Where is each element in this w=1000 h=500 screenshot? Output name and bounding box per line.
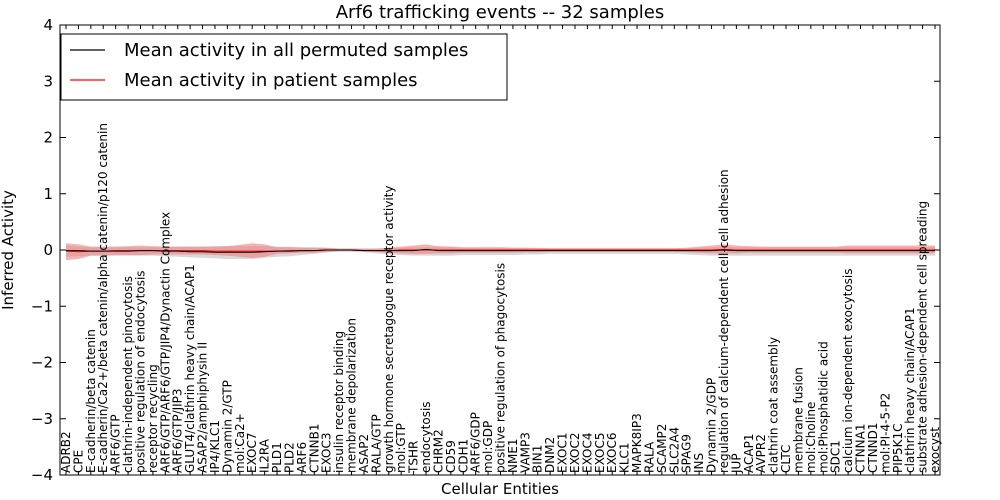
confidence-bands [66,243,935,261]
x-category-label: PIP5K1C [891,423,905,473]
legend-label-patient: Mean activity in patient samples [124,70,418,91]
x-category-label: TSHR [407,441,421,474]
x-category-label: CPE [71,450,85,473]
y-tick-label: −2 [31,354,53,372]
y-tick-label: 1 [43,185,53,203]
x-axis-ticks [65,25,936,475]
x-category-label: CDH1 [456,439,470,473]
x-category-label: exocyst [928,427,942,473]
x-category-label: ARF6 [295,442,309,473]
chart-title: Arf6 trafficking events -- 32 samples [336,2,665,23]
x-axis-label: Cellular Entities [441,480,559,498]
x-category-label: GLUT4/clathrin heavy chain/ACAP1 [183,264,197,473]
x-category-label: BIN1 [531,445,545,473]
x-category-label: PLD2 [283,442,297,473]
y-axis-label: Inferred Activity [0,190,17,310]
x-category-label: IL2RA [258,438,272,473]
x-category-label: membrane depolarization [345,318,359,473]
x-category-label: PLD1 [270,442,284,473]
y-tick-label: 4 [43,16,53,34]
x-category-label: mol:PI-4-5-P2 [878,393,892,473]
x-category-label: SLC2A4 [667,427,681,473]
legend: Mean activity in all permuted samples Me… [60,33,508,101]
x-category-label: Dynamin 2/GTP [220,380,234,473]
x-category-label: EXOC2 [568,433,582,474]
x-category-label: ARF6/GDP [469,412,483,473]
x-category-label: E-cadherin/Ca2+/beta catenin/alpha caten… [96,123,110,473]
x-category-label: endocytosis [419,401,433,473]
x-category-label: CHRM2 [431,429,445,473]
series-lines [65,248,935,253]
x-category-label: growth hormone secretagogue receptor act… [382,186,396,473]
x-category-label: SPAG9 [680,434,694,473]
x-category-label: NME1 [506,438,520,473]
x-category-label: VAMP3 [518,432,532,473]
x-category-label: regulation of calcium-dependent cell-cel… [717,169,731,473]
y-axis-ticks: −4 −3 −2 −1 0 1 2 3 4 [31,16,940,484]
x-category-label: CTNNB1 [307,423,321,473]
x-category-label: CD59 [444,440,458,473]
x-category-label: mol:Phosphatidic acid [816,341,830,473]
x-category-label: calcium ion-dependent exocytosis [841,269,855,474]
x-category-label: INS [692,453,706,473]
x-category-label: CTNND1 [866,422,880,473]
x-category-label: MAPK8IP3 [630,413,644,473]
x-category-label: substrate adhesion-dependent cell spread… [916,201,930,473]
x-category-label: mol:GTP [394,423,408,473]
x-category-label: ADRB2 [59,431,73,473]
x-category-label: ARF6/GTP/ARF6/GTP/JIP4/Dynactin Complex [158,212,172,473]
x-category-label: IP4/KLC1 [208,420,222,473]
x-category-label: Dynamin 2/GDP [705,378,719,473]
x-category-label: ARF6/GTP [109,414,123,473]
x-category-label: insulin receptor binding [332,331,346,473]
x-category-label: EXOC6 [605,433,619,474]
x-category-label: mol:Ca2+ [233,413,247,473]
x-category-label: EXOC7 [245,433,259,474]
x-category-label: DNM2 [543,437,557,473]
x-category-label: clathrin-independent pinocytosis [121,276,135,473]
x-category-label: mol:GDP [481,421,495,473]
x-category-label: membrane fusion [791,367,805,473]
x-category-label: clathrin heavy chain/ACAP1 [903,307,917,473]
x-category-label: positive regulation of endocytosis [134,270,148,473]
x-category-label: JUP [729,453,743,474]
x-category-label: EXOC3 [320,433,334,474]
x-category-label: ASAP2/amphiphysin II [196,342,210,473]
x-category-label: ACAP1 [742,434,756,473]
x-category-label: EXOC4 [580,433,594,474]
x-category-label: ASAP2 [357,434,371,473]
x-category-label: AVPR2 [754,434,768,473]
x-category-label: CLTC [779,445,793,473]
x-category-label: CTNNA1 [854,423,868,473]
x-category-label: RALA/GTP [369,414,383,473]
line-patient [65,248,935,253]
x-category-label: SCAMP2 [655,424,669,473]
y-tick-label: −4 [31,466,53,484]
x-category-label: E-cadherin/beta catenin [84,329,98,473]
x-category-label: EXOC1 [556,433,570,474]
x-category-label: RALA [643,441,657,473]
x-category-label: ARF6/GTP/JIP3 [171,388,185,473]
band-patient [66,243,935,261]
y-tick-label: 2 [43,129,53,147]
legend-label-permuted: Mean activity in all permuted samples [124,40,468,61]
x-category-label: clathrin coat assembly [767,337,781,473]
y-tick-label: −1 [31,297,53,315]
x-category-label: positive regulation of phagocytosis [494,263,508,473]
y-tick-label: −3 [31,410,53,428]
x-category-label: mol:Choline [804,402,818,473]
x-category-label: SDC1 [829,440,843,473]
line-permuted [66,248,935,253]
x-category-label: KLC1 [618,442,632,473]
x-category-label: receptor recycling [146,364,160,473]
legend-box [60,33,508,101]
y-tick-label: 3 [43,72,53,90]
x-category-label: EXOC5 [593,433,607,474]
y-tick-label: 0 [43,241,53,259]
